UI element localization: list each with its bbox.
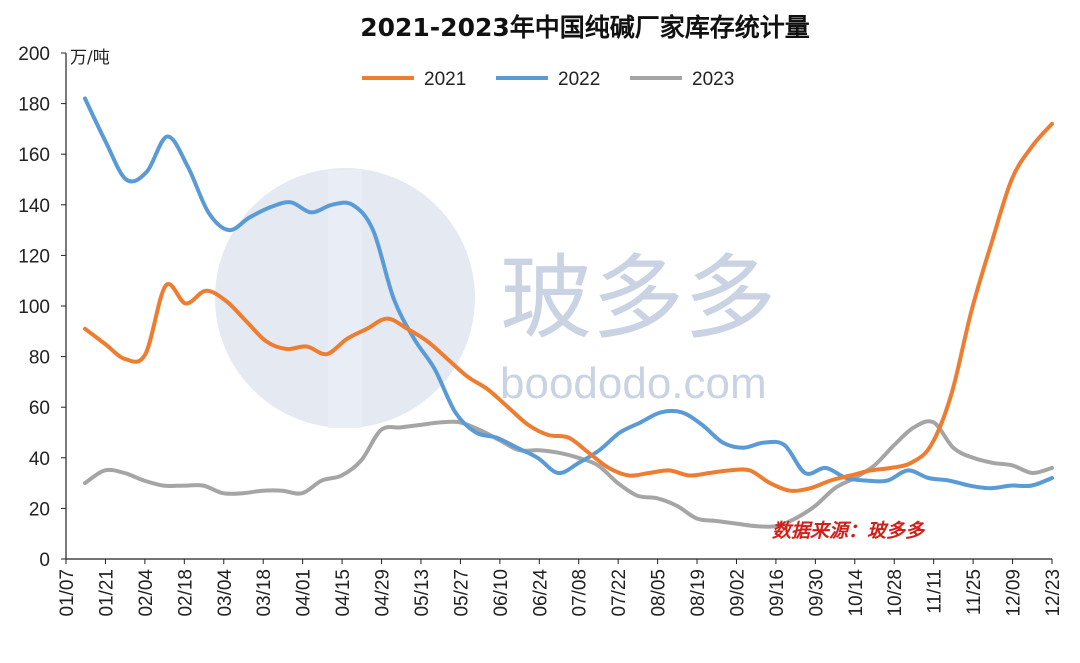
y-tick-label: 160 — [18, 145, 50, 166]
x-tick-label: 02/18 — [175, 569, 196, 617]
y-tick-label: 20 — [29, 499, 50, 520]
x-tick-label: 12/23 — [1043, 569, 1064, 617]
x-tick-label: 01/21 — [96, 569, 117, 617]
y-tick-label: 60 — [29, 398, 50, 419]
x-tick-label: 08/19 — [688, 569, 709, 617]
watermark-logo-bar — [328, 170, 362, 428]
y-ticks: 0 20 40 60 80 100 120 140 160 180 200 — [18, 44, 66, 571]
x-tick-label: 07/22 — [609, 569, 630, 617]
x-tick-label: 05/13 — [412, 569, 433, 617]
source-note: 数据来源：玻多多 — [772, 520, 926, 542]
y-tick-label: 140 — [18, 196, 50, 217]
x-tick-label: 09/16 — [767, 569, 788, 617]
x-tick-label: 01/07 — [57, 569, 78, 617]
series-line-2023 — [83, 419, 1054, 529]
y-tick-label: 180 — [18, 95, 50, 116]
y-tick-label: 0 — [39, 550, 50, 571]
series-line-2021 — [83, 121, 1054, 493]
legend-label-2023: 2023 — [692, 69, 734, 90]
legend: 2021 2022 2023 — [362, 69, 734, 90]
x-tick-label: 04/29 — [373, 569, 394, 617]
x-tick-label: 10/28 — [885, 569, 906, 617]
y-axis-unit: 万/吨 — [70, 48, 110, 68]
x-tick-label: 08/05 — [649, 569, 670, 617]
chart-title: 2021-2023年中国纯碱厂家库存统计量 — [360, 13, 810, 42]
x-tick-label: 03/04 — [215, 569, 236, 617]
x-tick-label: 12/09 — [1004, 569, 1025, 617]
x-tick-label: 11/25 — [964, 569, 985, 615]
legend-label-2022: 2022 — [558, 69, 600, 90]
x-tick-label: 04/01 — [294, 569, 315, 617]
x-tick-label: 09/02 — [727, 569, 748, 617]
x-ticks: 01/07 01/21 02/04 02/18 03/04 03/18 04/01 04/15… — [57, 559, 1064, 617]
watermark-url: boododo.com — [500, 359, 767, 408]
watermark-chinese: 玻多多 — [500, 245, 776, 352]
y-tick-label: 200 — [18, 44, 50, 65]
x-tick-label: 11/11 — [925, 569, 946, 614]
y-tick-label: 120 — [18, 246, 50, 267]
x-tick-label: 06/10 — [491, 569, 512, 617]
x-tick-label: 03/18 — [254, 569, 275, 617]
x-tick-label: 06/24 — [530, 569, 551, 617]
x-tick-label: 05/27 — [451, 569, 472, 617]
y-tick-label: 100 — [18, 297, 50, 318]
x-tick-label: 04/15 — [333, 569, 354, 617]
x-tick-label: 07/08 — [570, 569, 591, 617]
y-tick-label: 40 — [29, 449, 50, 470]
x-tick-label: 10/14 — [846, 569, 867, 617]
legend-label-2021: 2021 — [424, 69, 466, 90]
y-tick-label: 80 — [29, 348, 50, 369]
x-tick-label: 09/30 — [806, 569, 827, 617]
series-group — [83, 96, 1054, 529]
watermark: 玻多多 boododo.com — [215, 168, 776, 428]
series-line-2022 — [83, 96, 1054, 491]
x-tick-label: 02/04 — [136, 569, 157, 617]
